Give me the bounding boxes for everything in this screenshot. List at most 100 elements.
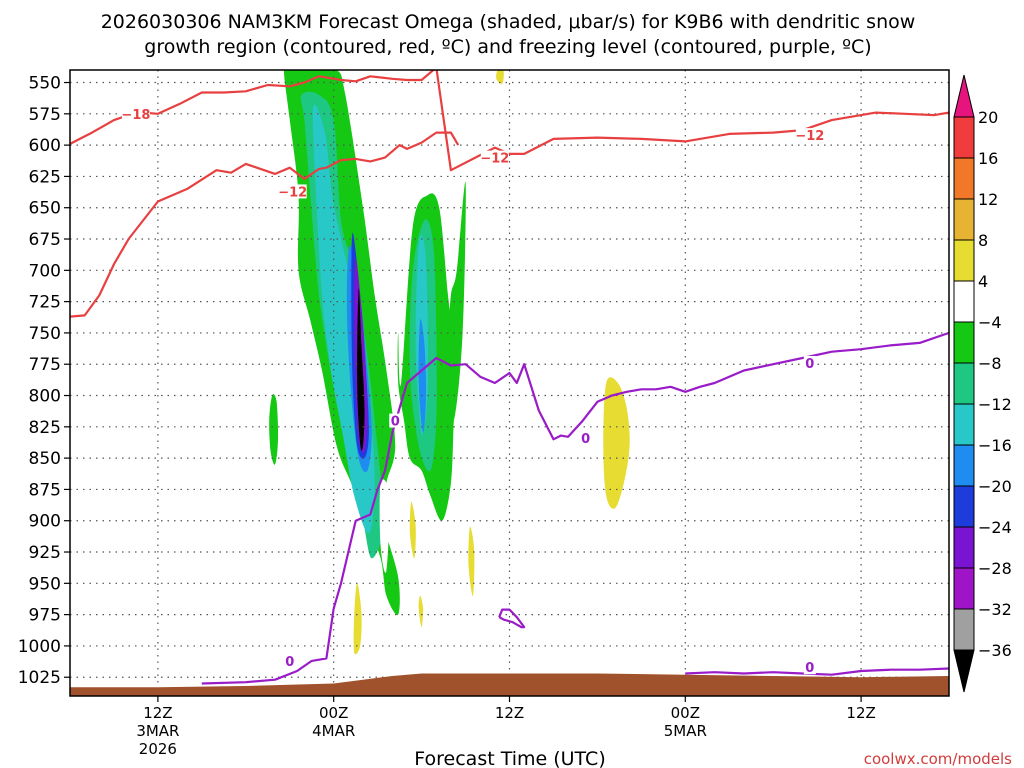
colorbar-label-8: −16 xyxy=(978,436,1012,455)
y-tick-label-1: 575 xyxy=(29,105,61,125)
colorbar-label-2: 12 xyxy=(978,190,998,209)
colorbar-label-9: −20 xyxy=(978,477,1012,496)
y-tick-label-6: 700 xyxy=(29,261,61,281)
omega-sinking-east xyxy=(603,377,630,509)
omega-sinking-2 xyxy=(409,501,416,559)
colorbar-bin-0 xyxy=(953,116,975,159)
omega-sinking-top xyxy=(496,70,504,85)
colorbar-bin-5 xyxy=(953,321,975,364)
colorbar-bin-1 xyxy=(953,157,975,200)
y-tick-label-14: 900 xyxy=(29,512,61,532)
contour-label-bg-3 xyxy=(795,128,824,143)
colorbar-label-10: −24 xyxy=(978,518,1012,537)
y-tick-label-12: 850 xyxy=(29,449,61,469)
colorbar-label-5: −4 xyxy=(978,313,1002,332)
omega-sinking-4 xyxy=(418,595,424,628)
contour-label-0: −18 xyxy=(121,108,150,123)
colorbar-label-0: 20 xyxy=(978,108,998,127)
colorbar-bin-9 xyxy=(953,485,975,528)
terrain xyxy=(70,673,949,696)
contour-label-6: 0 xyxy=(805,357,814,372)
contour-label-2: −12 xyxy=(480,152,509,167)
contour-label-bg-6 xyxy=(803,355,816,370)
colorbar-bin-8 xyxy=(953,444,975,487)
colorbar-bin-2 xyxy=(953,198,975,241)
contour-label-5: 0 xyxy=(581,432,590,447)
contour-label-bg-1 xyxy=(278,184,307,199)
colorbar-bin-10 xyxy=(953,526,975,569)
x-tick-date-3: 5MAR xyxy=(664,722,707,740)
colorbar-bin-6 xyxy=(953,362,975,405)
omega-main-core xyxy=(357,288,365,451)
x-tick-label-2: 12Z xyxy=(495,704,524,722)
colorbar-label-13: −36 xyxy=(978,641,1012,660)
freezing-level-aloft xyxy=(201,331,949,685)
x-tick-label-3: 00Z xyxy=(671,704,700,722)
contour-label-bg-0 xyxy=(121,106,150,121)
colorbar-bin-12 xyxy=(953,608,975,651)
contour-label-1: −12 xyxy=(278,185,307,200)
omega-shading xyxy=(269,70,630,655)
x-tick-year-0: 2026 xyxy=(139,740,177,758)
y-tick-label-5: 675 xyxy=(29,230,61,250)
chart-title-line1: 2026030306 NAM3KM Forecast Omega (shaded… xyxy=(101,11,916,33)
y-tick-label-18: 1000 xyxy=(18,637,61,657)
contour-label-4: 0 xyxy=(391,415,400,430)
x-axis-label: Forecast Time (UTC) xyxy=(414,748,605,768)
y-axis: 550 575 600 625 650 675 700 725 750 775 800 825 850 8… xyxy=(18,74,70,688)
colorbar-bin-7 xyxy=(953,403,975,446)
colorbar-bin-11 xyxy=(953,567,975,610)
colorbar-label-1: 16 xyxy=(978,149,998,168)
y-tick-label-19: 1025 xyxy=(18,668,61,688)
colorbar: 20 16 12 8 4 −4 −8 −12 −16 −20 −24 −28 −32 −36 xyxy=(953,74,1012,693)
contour-label-bg-4 xyxy=(389,413,402,428)
x-tick-label-1: 00Z xyxy=(319,704,348,722)
colorbar-label-12: −32 xyxy=(978,600,1012,619)
colorbar-top-arrow xyxy=(953,74,975,118)
omega-secondary-l4 xyxy=(418,319,427,434)
y-tick-label-4: 650 xyxy=(29,199,61,219)
y-tick-label-3: 625 xyxy=(29,167,61,187)
contour-label-bg-8 xyxy=(283,653,296,668)
y-tick-label-17: 975 xyxy=(29,606,61,626)
y-tick-label-15: 925 xyxy=(29,543,61,563)
x-tick-date-0: 3MAR xyxy=(136,722,179,740)
contours xyxy=(70,70,949,685)
contour-label-bg-2 xyxy=(480,150,509,165)
colorbar-label-7: −12 xyxy=(978,395,1012,414)
y-tick-label-13: 875 xyxy=(29,480,61,500)
y-tick-label-7: 725 xyxy=(29,293,61,313)
grid-lines xyxy=(70,70,949,696)
x-tick-label-4: 12Z xyxy=(846,704,875,722)
contour-labels: −18 −12 −12 −12 0 0 0 0 0 xyxy=(121,106,824,676)
colorbar-bin-4 xyxy=(953,280,975,323)
freezing-level-surface xyxy=(685,667,949,676)
watermark: coolwx.com/models xyxy=(864,750,1012,768)
omega-sinking-1 xyxy=(353,583,362,655)
y-tick-label-11: 825 xyxy=(29,418,61,438)
y-tick-label-10: 800 xyxy=(29,387,61,407)
colorbar-bottom-arrow xyxy=(953,649,975,693)
y-tick-label-8: 750 xyxy=(29,324,61,344)
dgz-12-upper xyxy=(70,70,949,172)
terrain-fill xyxy=(70,673,949,696)
colorbar-label-6: −8 xyxy=(978,354,1002,373)
colorbar-label-3: 8 xyxy=(978,231,988,250)
colorbar-label-4: 4 xyxy=(978,272,988,291)
y-tick-label-2: 600 xyxy=(29,136,61,156)
omega-west-blob xyxy=(269,394,279,465)
contour-label-bg-5 xyxy=(579,431,592,446)
y-tick-label-16: 950 xyxy=(29,574,61,594)
omega-blank-hole xyxy=(379,479,390,573)
colorbar-bin-3 xyxy=(953,239,975,282)
contour-label-7: 0 xyxy=(805,661,814,676)
chart-title-line2: growth region (contoured, red, ºC) and f… xyxy=(144,36,871,58)
x-tick-date-1: 4MAR xyxy=(312,722,355,740)
colorbar-label-11: −28 xyxy=(978,559,1012,578)
omega-east-streak xyxy=(447,181,466,422)
contour-label-3: −12 xyxy=(795,129,824,144)
x-tick-label-0: 12Z xyxy=(143,704,172,722)
y-tick-label-0: 550 xyxy=(29,74,61,94)
